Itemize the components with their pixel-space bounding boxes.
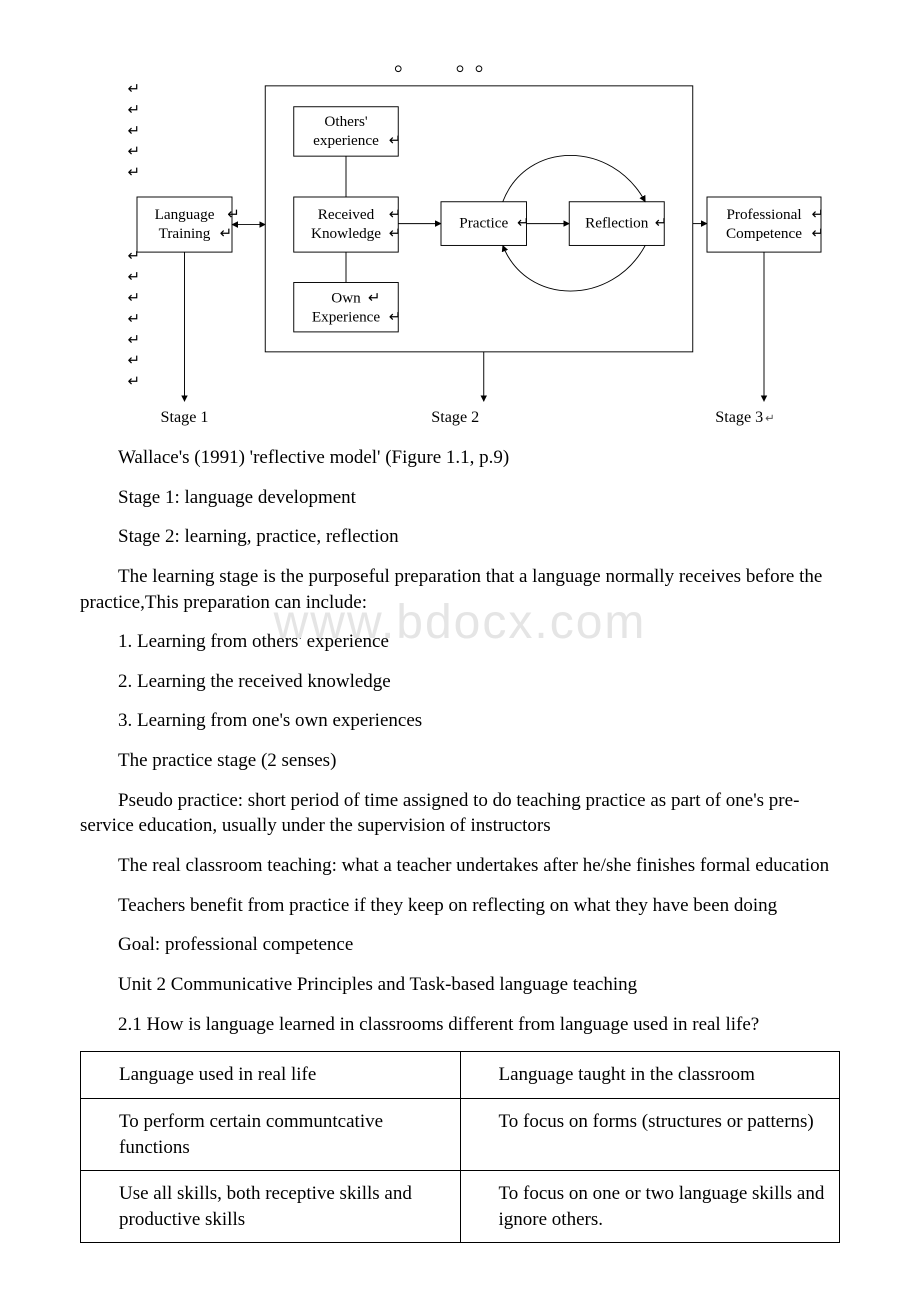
svg-text:↵: ↵ bbox=[128, 143, 141, 160]
svg-text:↵: ↵ bbox=[389, 308, 402, 325]
svg-text:Experience: Experience bbox=[312, 308, 381, 325]
edge-loop-top bbox=[503, 155, 646, 201]
node-professional-competence: Professional Competence ↵ ↵ bbox=[707, 197, 824, 252]
para-2-1-question: 2.1 How is language learned in classroom… bbox=[80, 1012, 840, 1038]
svg-text:↵: ↵ bbox=[128, 122, 141, 139]
svg-text:Knowledge: Knowledge bbox=[311, 225, 381, 242]
stage1-label: Stage 1 bbox=[161, 409, 209, 426]
table-cell: To focus on one or two language skills a… bbox=[460, 1171, 840, 1243]
svg-text:Competence: Competence bbox=[726, 225, 802, 242]
svg-text:Practice: Practice bbox=[459, 214, 508, 231]
svg-text:↵: ↵ bbox=[517, 214, 530, 231]
svg-text:↵: ↵ bbox=[227, 206, 240, 223]
svg-text:↵: ↵ bbox=[128, 310, 141, 327]
svg-text:↵: ↵ bbox=[368, 289, 381, 306]
table-row: Language used in real life Language taug… bbox=[81, 1052, 840, 1099]
svg-text:↵: ↵ bbox=[128, 289, 141, 306]
svg-text:↵: ↵ bbox=[812, 206, 825, 223]
svg-text:Own: Own bbox=[331, 289, 361, 306]
svg-text:↵: ↵ bbox=[220, 225, 233, 242]
svg-text:↵: ↵ bbox=[389, 132, 402, 149]
para-pseudo-practice: Pseudo practice: short period of time as… bbox=[80, 788, 840, 839]
node-own-experience: Own Experience ↵ ↵ bbox=[294, 283, 402, 332]
comparison-table: Language used in real life Language taug… bbox=[80, 1051, 840, 1243]
node-reflection: Reflection ↵ bbox=[569, 202, 667, 246]
svg-text:↵: ↵ bbox=[812, 225, 825, 242]
svg-text:↵: ↵ bbox=[128, 80, 141, 97]
table-row: To perform certain communtcative functio… bbox=[81, 1098, 840, 1170]
svg-text:↵: ↵ bbox=[128, 164, 141, 181]
svg-text:↵: ↵ bbox=[128, 101, 141, 118]
para-learn-3: 3. Learning from one's own experiences bbox=[80, 708, 840, 734]
svg-text:Professional: Professional bbox=[726, 206, 801, 223]
node-received-knowledge: Received Knowledge ↵ ↵ bbox=[294, 197, 402, 252]
svg-text:↵: ↵ bbox=[128, 248, 141, 265]
svg-text:↵: ↵ bbox=[128, 352, 141, 369]
svg-text:↵: ↵ bbox=[128, 331, 141, 348]
para-practice-stage: The practice stage (2 senses) bbox=[80, 748, 840, 774]
svg-text:Reflection: Reflection bbox=[585, 214, 649, 231]
para-learn-2: 2. Learning the received knowledge bbox=[80, 669, 840, 695]
table-cell: To perform certain communtcative functio… bbox=[81, 1098, 461, 1170]
margin-return-glyphs: ↵ ↵ ↵ ↵ ↵ ↵ ↵ ↵ ↵ ↵ ↵ ↵ bbox=[128, 80, 141, 390]
svg-text:↵: ↵ bbox=[389, 225, 402, 242]
diagram-svg: ↵ ↵ ↵ ↵ ↵ ↵ ↵ ↵ ↵ ↵ ↵ ↵ bbox=[80, 40, 840, 430]
node-language-training: Language Training ↵ ↵ bbox=[137, 197, 240, 252]
svg-text:experience: experience bbox=[313, 132, 379, 149]
svg-text:↵: ↵ bbox=[128, 373, 141, 390]
top-dots bbox=[395, 66, 481, 72]
para-learning-intro: The learning stage is the purposeful pre… bbox=[80, 564, 840, 615]
reflective-model-diagram: ↵ ↵ ↵ ↵ ↵ ↵ ↵ ↵ ↵ ↵ ↵ ↵ bbox=[80, 40, 840, 435]
svg-text:Training: Training bbox=[159, 225, 211, 242]
svg-text:↵: ↵ bbox=[389, 206, 402, 223]
table-row: Use all skills, both receptive skills an… bbox=[81, 1171, 840, 1243]
edge-loop-bottom bbox=[503, 245, 646, 291]
stage3-label: Stage 3↵ bbox=[715, 409, 774, 426]
stage2-label: Stage 2 bbox=[431, 409, 479, 426]
para-teachers-benefit: Teachers benefit from practice if they k… bbox=[80, 893, 840, 919]
para-unit2-title: Unit 2 Communicative Principles and Task… bbox=[80, 972, 840, 998]
table-header-right: Language taught in the classroom bbox=[460, 1052, 840, 1099]
table-cell: Use all skills, both receptive skills an… bbox=[81, 1171, 461, 1243]
svg-text:↵: ↵ bbox=[128, 269, 141, 286]
para-stage1: Stage 1: language development bbox=[80, 485, 840, 511]
para-goal: Goal: professional competence bbox=[80, 932, 840, 958]
para-real-classroom: The real classroom teaching: what a teac… bbox=[80, 853, 840, 879]
svg-text:Language: Language bbox=[155, 206, 215, 223]
svg-text:Others': Others' bbox=[324, 113, 367, 130]
para-learn-1: 1. Learning from others' experience bbox=[80, 629, 840, 655]
svg-text:Received: Received bbox=[318, 206, 375, 223]
table-cell: To focus on forms (structures or pattern… bbox=[460, 1098, 840, 1170]
svg-text:↵: ↵ bbox=[655, 214, 668, 231]
para-wallace-ref: Wallace's (1991) 'reflective model' (Fig… bbox=[80, 445, 840, 471]
table-header-left: Language used in real life bbox=[81, 1052, 461, 1099]
node-practice: Practice ↵ bbox=[441, 202, 530, 246]
para-stage2: Stage 2: learning, practice, reflection bbox=[80, 524, 840, 550]
node-others-experience: Others' experience ↵ bbox=[294, 107, 402, 156]
